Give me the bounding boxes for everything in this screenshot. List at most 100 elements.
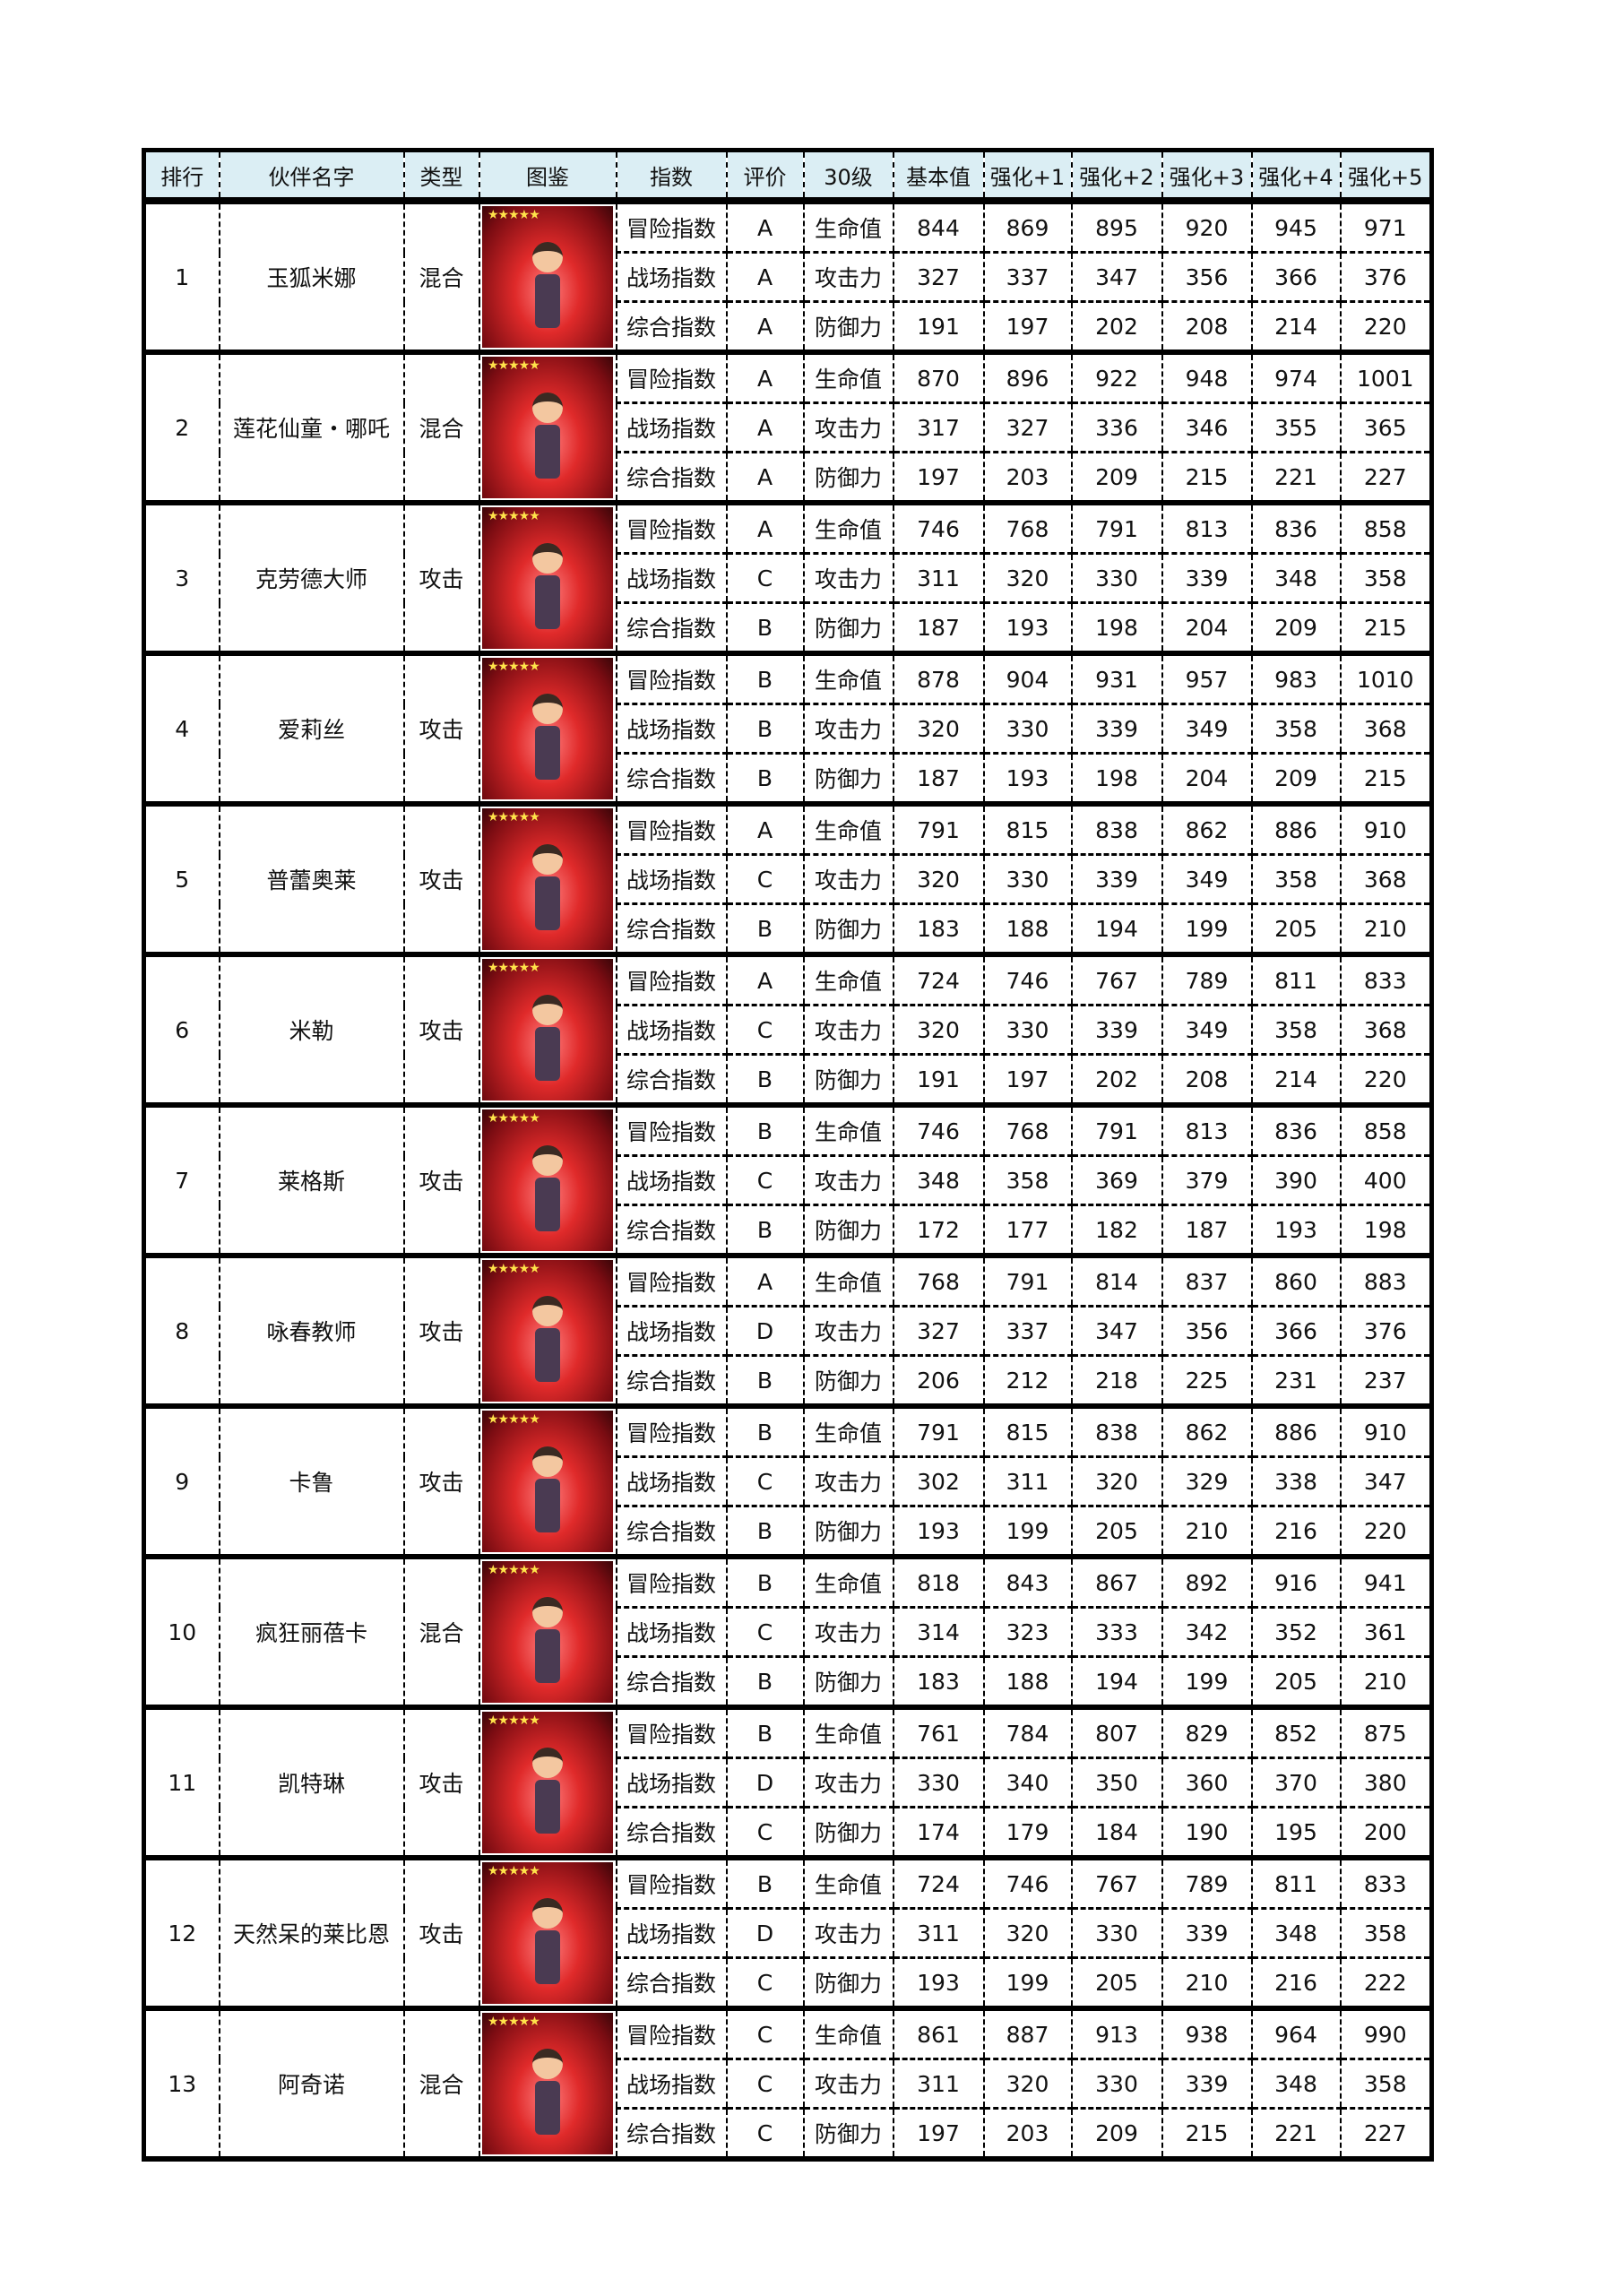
value-cell: 724 xyxy=(892,1858,985,1910)
grade-cell: A xyxy=(725,201,805,254)
stat-label-cell: 攻击力 xyxy=(802,703,894,755)
value-cell: 789 xyxy=(1161,1858,1253,1910)
value-cell: 183 xyxy=(892,903,985,954)
value-cell: 370 xyxy=(1250,1757,1342,1808)
type-cell: 混合 xyxy=(402,201,480,352)
value-cell: 376 xyxy=(1339,252,1433,303)
star-rating-icon: ★★★★★ xyxy=(488,660,540,674)
value-cell: 191 xyxy=(892,1054,985,1105)
index-label-cell: 战场指数 xyxy=(615,1005,728,1056)
stat-label-cell: 生命值 xyxy=(802,1707,894,1759)
character-figure xyxy=(530,1446,565,1536)
grade-cell: A xyxy=(725,804,805,856)
value-cell: 920 xyxy=(1161,201,1253,254)
value-cell: 209 xyxy=(1250,753,1342,804)
table-row: 综合指数 B 防御力 183 188 194 199 205 210 xyxy=(143,1656,1433,1707)
value-cell: 356 xyxy=(1161,1306,1253,1357)
value-cell: 330 xyxy=(1070,1908,1163,1959)
table-row: 战场指数 C 攻击力 311 320 330 339 348 358 xyxy=(144,553,1433,604)
value-cell: 314 xyxy=(892,1607,985,1658)
stat-label-cell: 生命值 xyxy=(802,1105,894,1157)
index-label-cell: 综合指数 xyxy=(615,1656,728,1707)
rank-cell: 4 xyxy=(142,653,220,804)
value-cell: 337 xyxy=(982,252,1073,303)
value-cell: 214 xyxy=(1250,1054,1342,1105)
type-cell: 攻击 xyxy=(402,804,480,954)
value-cell: 182 xyxy=(1070,1204,1163,1256)
portrait-cell: ★★★★★ xyxy=(478,1557,617,1707)
stat-label-cell: 生命值 xyxy=(802,1557,894,1609)
value-cell: 887 xyxy=(982,2008,1073,2060)
value-cell: 220 xyxy=(1339,1506,1433,1557)
value-cell: 852 xyxy=(1250,1707,1342,1759)
value-cell: 187 xyxy=(1161,1204,1253,1256)
value-cell: 904 xyxy=(982,653,1073,705)
partner-name-cell: 卡鲁 xyxy=(218,1406,405,1557)
table-row: 战场指数 C 攻击力 302 311 320 329 338 347 xyxy=(144,1456,1433,1507)
stat-label-cell: 攻击力 xyxy=(802,1757,894,1808)
partner-name-cell: 普蕾奥莱 xyxy=(218,804,405,954)
portrait-cell: ★★★★★ xyxy=(478,503,617,653)
grade-cell: B xyxy=(725,1707,805,1759)
column-header: 基本值 xyxy=(892,150,985,201)
value-cell: 215 xyxy=(1339,753,1433,804)
index-label-cell: 综合指数 xyxy=(615,903,728,954)
value-cell: 358 xyxy=(1339,553,1433,604)
stat-label-cell: 防御力 xyxy=(802,1054,894,1105)
value-cell: 746 xyxy=(892,503,985,555)
stat-label-cell: 防御力 xyxy=(802,903,894,954)
partner-portrait-image: ★★★★★ xyxy=(482,1411,613,1552)
value-cell: 843 xyxy=(982,1557,1073,1609)
value-cell: 330 xyxy=(892,1757,985,1808)
column-header: 指数 xyxy=(615,150,728,201)
value-cell: 188 xyxy=(982,903,1073,954)
value-cell: 892 xyxy=(1161,1557,1253,1609)
value-cell: 323 xyxy=(982,1607,1073,1658)
value-cell: 784 xyxy=(982,1707,1073,1759)
type-cell: 攻击 xyxy=(402,1707,480,1858)
grade-cell: B xyxy=(725,653,805,705)
value-cell: 210 xyxy=(1161,1506,1253,1557)
stat-label-cell: 生命值 xyxy=(802,503,894,555)
portrait-cell: ★★★★★ xyxy=(478,201,617,352)
index-label-cell: 冒险指数 xyxy=(615,653,728,705)
value-cell: 210 xyxy=(1339,903,1433,954)
value-cell: 767 xyxy=(1070,1858,1163,1910)
value-cell: 895 xyxy=(1070,201,1163,254)
value-cell: 815 xyxy=(982,1406,1073,1458)
table-row: 7 莱格斯 攻击 ★★★★★ 冒险指数 B 生命值 746 768 791 813 836 858 xyxy=(142,1105,1433,1256)
value-cell: 329 xyxy=(1161,1456,1253,1507)
portrait-cell: ★★★★★ xyxy=(478,2008,617,2159)
value-cell: 220 xyxy=(1339,301,1433,352)
value-cell: 199 xyxy=(1161,1656,1253,1707)
stat-label-cell: 防御力 xyxy=(802,602,894,653)
stat-label-cell: 生命值 xyxy=(802,1256,894,1308)
index-label-cell: 综合指数 xyxy=(615,301,728,352)
portrait-cell: ★★★★★ xyxy=(478,804,617,954)
index-label-cell: 综合指数 xyxy=(615,2108,728,2159)
value-cell: 922 xyxy=(1070,352,1163,404)
value-cell: 974 xyxy=(1250,352,1342,404)
value-cell: 380 xyxy=(1339,1757,1433,1808)
value-cell: 209 xyxy=(1070,2108,1163,2159)
value-cell: 220 xyxy=(1339,1054,1433,1105)
value-cell: 194 xyxy=(1070,903,1163,954)
stat-label-cell: 生命值 xyxy=(802,1858,894,1910)
grade-cell: A xyxy=(725,402,805,453)
stat-label-cell: 攻击力 xyxy=(802,854,894,905)
value-cell: 194 xyxy=(1070,1656,1163,1707)
value-cell: 193 xyxy=(982,602,1073,653)
portrait-cell: ★★★★★ xyxy=(478,954,617,1105)
index-label-cell: 冒险指数 xyxy=(615,201,728,254)
value-cell: 347 xyxy=(1070,1306,1163,1357)
value-cell: 746 xyxy=(892,1105,985,1157)
grade-cell: B xyxy=(725,753,805,804)
stat-label-cell: 生命值 xyxy=(802,201,894,254)
value-cell: 187 xyxy=(892,753,985,804)
stat-label-cell: 生命值 xyxy=(802,804,894,856)
stat-label-cell: 防御力 xyxy=(802,301,894,352)
index-label-cell: 战场指数 xyxy=(615,703,728,755)
value-cell: 862 xyxy=(1161,804,1253,856)
table-row: 4 爱莉丝 攻击 ★★★★★ 冒险指数 B 生命值 878 904 931 957 983 1010 xyxy=(142,653,1433,804)
stat-label-cell: 防御力 xyxy=(802,452,894,503)
